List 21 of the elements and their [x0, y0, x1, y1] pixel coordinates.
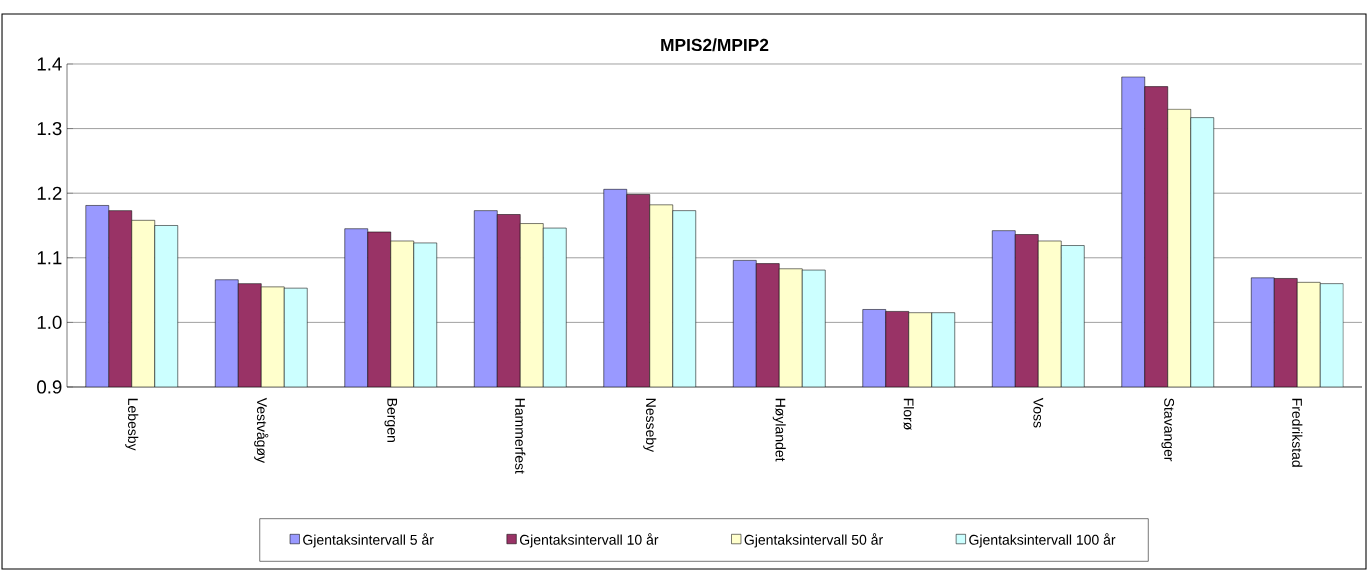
x-tick-label: Nesseby	[643, 398, 657, 453]
y-tick-label: 1.4	[37, 57, 62, 71]
legend-label: Gjentaksintervall 50 år	[744, 533, 883, 548]
y-tick-label: 1.2	[37, 186, 62, 200]
x-tick-label: Fredrikstad	[1292, 398, 1303, 467]
x-tick-label: Hammerfest	[515, 398, 526, 474]
x-tick-label: Voss	[1033, 397, 1044, 428]
x-tick-label: Florø	[903, 398, 914, 431]
x-tick-label: Lebesby	[125, 398, 139, 451]
y-tick-label: 1.1	[37, 251, 62, 265]
y-tick-label: 1.3	[37, 121, 62, 136]
y-tick-label: 1.0	[37, 315, 62, 329]
x-tick-label: Stavanger	[1161, 398, 1175, 462]
x-tick-label: Bergen	[384, 398, 398, 442]
legend-label: Gjentaksintervall 10 år	[519, 533, 659, 548]
legend-label: Gjentaksintervall 100 år	[969, 533, 1116, 548]
chart-title: MPIS2/MPIP2	[661, 38, 769, 52]
legend-label: Gjentaksintervall 5 år	[303, 533, 434, 548]
y-tick-label: 0.9	[37, 380, 62, 394]
x-tick-label: Høylandet	[772, 398, 786, 462]
x-tick-label: Vestvågøy	[254, 397, 269, 464]
